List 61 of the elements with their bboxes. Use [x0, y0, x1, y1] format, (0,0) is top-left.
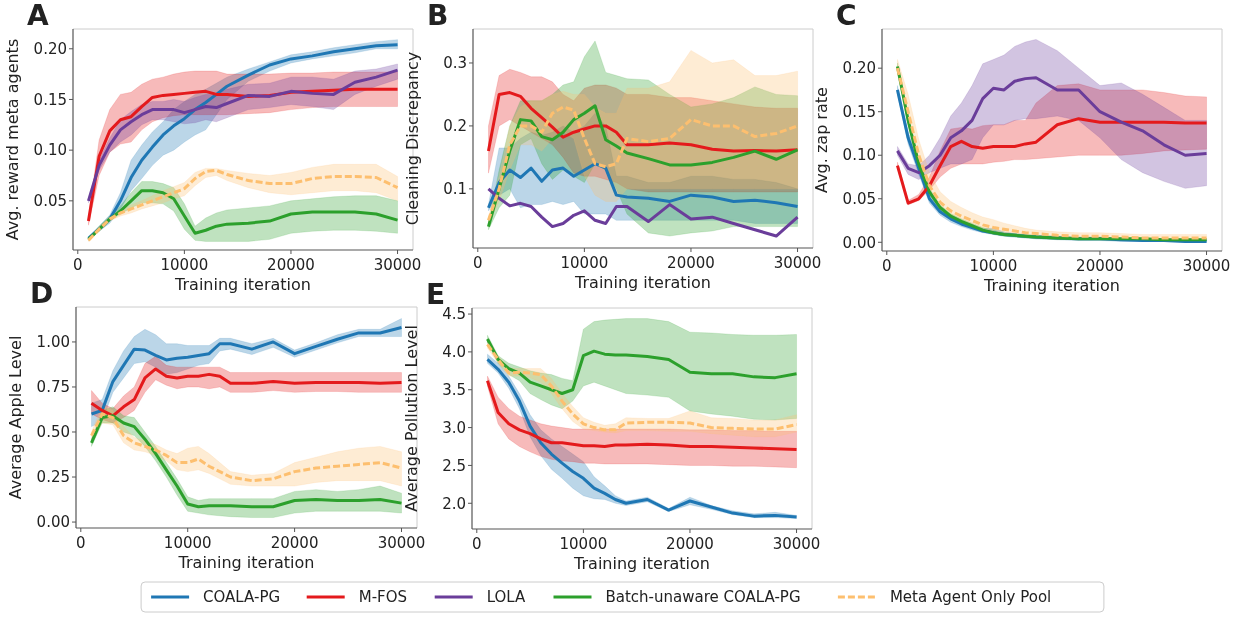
y-axis-title: Avg. reward meta agents — [3, 38, 22, 241]
x-tick-label: 10000 — [559, 535, 608, 553]
y-tick-label: 0.10 — [842, 146, 876, 165]
y-tick-label: 0.10 — [33, 141, 67, 160]
x-tick-label: 30000 — [773, 254, 822, 272]
y-tick-label: 2.0 — [442, 494, 466, 513]
chart-title: B — [427, 0, 449, 32]
y-tick-label: 0.25 — [36, 468, 70, 487]
x-axis-title: Training iteration — [177, 553, 315, 572]
chart-title: D — [30, 277, 54, 310]
y-tick-label: 0.00 — [36, 513, 70, 532]
y-tick-label: 0.50 — [36, 423, 70, 442]
x-tick-label: 0 — [73, 256, 83, 274]
y-tick-label: 0.2 — [443, 117, 467, 136]
x-tick-label: 30000 — [1182, 257, 1231, 275]
legend-label: LOLA — [486, 588, 527, 607]
y-tick-label: 0.20 — [33, 40, 67, 59]
y-tick-label: 1.00 — [36, 333, 70, 352]
x-tick-label: 30000 — [377, 534, 426, 552]
x-tick-label: 10000 — [160, 256, 209, 274]
y-tick-label: 0.1 — [443, 180, 467, 199]
y-axis-title: Average Apple Level — [6, 335, 25, 500]
y-tick-label: 0.3 — [443, 54, 467, 73]
x-tick-label: 20000 — [666, 535, 714, 553]
y-tick-label: 0.15 — [33, 90, 67, 109]
x-tick-label: 20000 — [270, 534, 319, 552]
x-axis-title: Training iteration — [574, 273, 711, 292]
x-axis-title: Training iteration — [983, 276, 1120, 295]
x-tick-label: 0 — [472, 535, 482, 553]
x-axis-title: Training iteration — [573, 554, 710, 573]
legend-label: Batch-unaware COALA-PG — [605, 588, 801, 607]
x-tick-label: 10000 — [969, 257, 1018, 275]
y-tick-label: 0.75 — [36, 378, 70, 397]
y-tick-label: 0.15 — [842, 102, 876, 121]
legend-label: Meta Agent Only Pool — [889, 588, 1052, 607]
y-tick-label: 2.5 — [442, 456, 466, 475]
x-tick-label: 20000 — [267, 256, 315, 274]
x-tick-label: 10000 — [163, 534, 212, 552]
y-axis-title: Average Pollution Level — [402, 325, 421, 512]
legend-label: M-FOS — [358, 588, 408, 607]
x-tick-label: 0 — [76, 534, 86, 552]
x-tick-label: 20000 — [1076, 257, 1124, 275]
y-tick-label: 3.5 — [442, 380, 466, 399]
legend-label: COALA-PG — [203, 588, 281, 607]
x-tick-label: 0 — [473, 254, 483, 272]
x-tick-label: 0 — [882, 257, 892, 275]
chart-title: C — [836, 0, 857, 32]
chart-title: A — [27, 0, 49, 32]
y-tick-label: 3.0 — [442, 418, 466, 437]
x-axis-title: Training iteration — [174, 275, 311, 294]
x-tick-label: 30000 — [373, 256, 422, 274]
y-tick-label: 4.0 — [442, 343, 466, 362]
y-tick-label: 0.05 — [842, 190, 876, 209]
y-tick-label: 0.20 — [842, 59, 876, 78]
x-tick-label: 30000 — [772, 535, 821, 553]
x-tick-label: 20000 — [667, 254, 715, 272]
y-tick-label: 0.00 — [842, 233, 876, 252]
y-tick-label: 0.05 — [33, 192, 67, 211]
y-axis-title: Cleaning Discrepancy — [403, 51, 422, 226]
y-axis-title: Avg. zap rate — [812, 87, 831, 193]
x-tick-label: 10000 — [560, 254, 609, 272]
